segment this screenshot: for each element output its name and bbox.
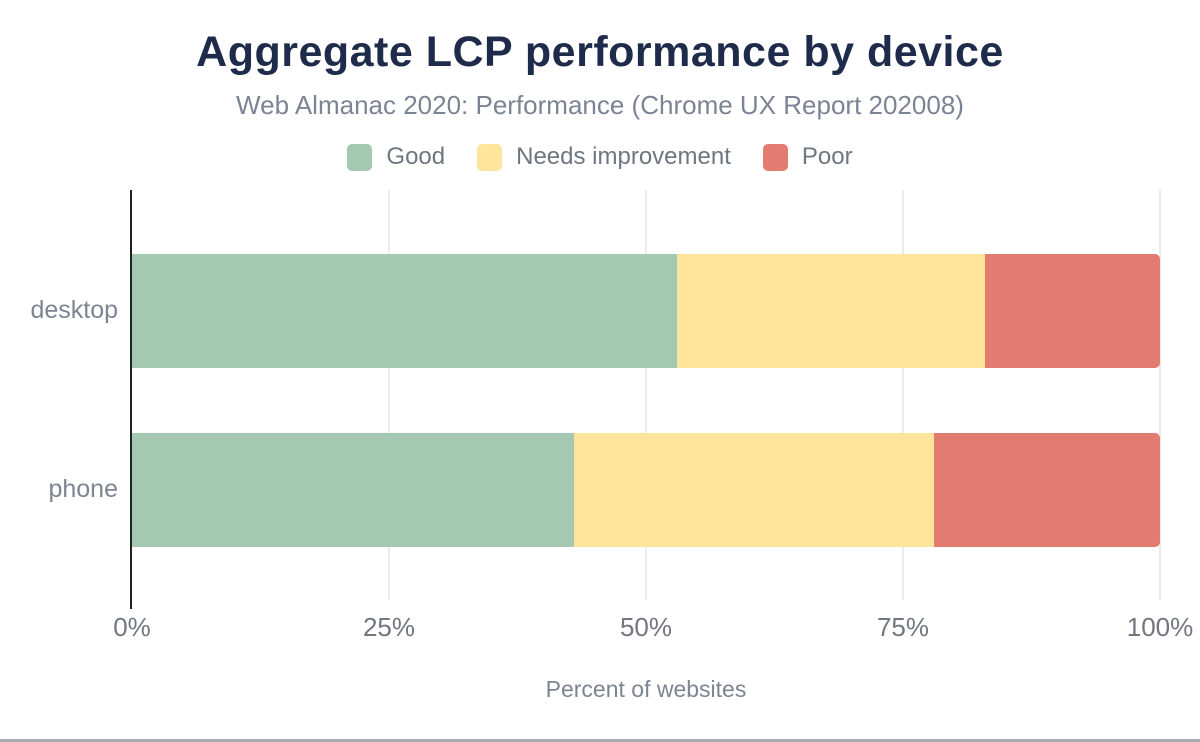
bar-segment-phone-needs-improvement[interactable] [574, 433, 934, 547]
y-axis-label-desktop: desktop [30, 296, 118, 324]
bar-desktop [132, 254, 1160, 368]
bar-segment-desktop-good[interactable] [132, 254, 677, 368]
bar-segment-phone-good[interactable] [132, 433, 575, 547]
legend-label: Needs improvement [516, 143, 731, 170]
x-tick-25%: 25% [362, 612, 416, 642]
y-axis-label-phone: phone [48, 475, 118, 503]
gridline-50% [645, 190, 647, 600]
bar-segment-desktop-needs-improvement[interactable] [676, 254, 986, 368]
chart-legend: Good Needs improvement Poor [0, 143, 1200, 171]
plot-area [130, 190, 1161, 609]
legend-item-needs-improvement[interactable]: Needs improvement [477, 143, 731, 171]
x-tick-0%: 0% [113, 612, 151, 642]
y-axis-line [130, 190, 132, 609]
bar-segment-phone-poor[interactable] [933, 433, 1160, 547]
x-axis-title: Percent of websites [545, 676, 747, 702]
legend-item-poor[interactable]: Poor [762, 143, 853, 171]
bottom-divider [0, 739, 1200, 742]
legend-label: Poor [801, 143, 853, 170]
chart-title: Aggregate LCP performance by device [196, 28, 1004, 76]
gridline-75% [902, 190, 904, 600]
legend-swatch [477, 143, 503, 171]
legend-item-good[interactable]: Good [347, 143, 445, 171]
gridline-25% [388, 190, 390, 600]
legend-swatch [762, 143, 788, 171]
bar-phone [132, 433, 1160, 547]
chart-subtitle: Web Almanac 2020: Performance (Chrome UX… [236, 90, 964, 120]
x-tick-100%: 100% [1126, 612, 1194, 642]
x-tick-50%: 50% [619, 612, 673, 642]
bar-segment-desktop-poor[interactable] [985, 254, 1160, 368]
legend-swatch [347, 143, 373, 171]
x-tick-75%: 75% [876, 612, 930, 642]
gridline-100% [1159, 190, 1161, 600]
legend-label: Good [386, 143, 446, 170]
